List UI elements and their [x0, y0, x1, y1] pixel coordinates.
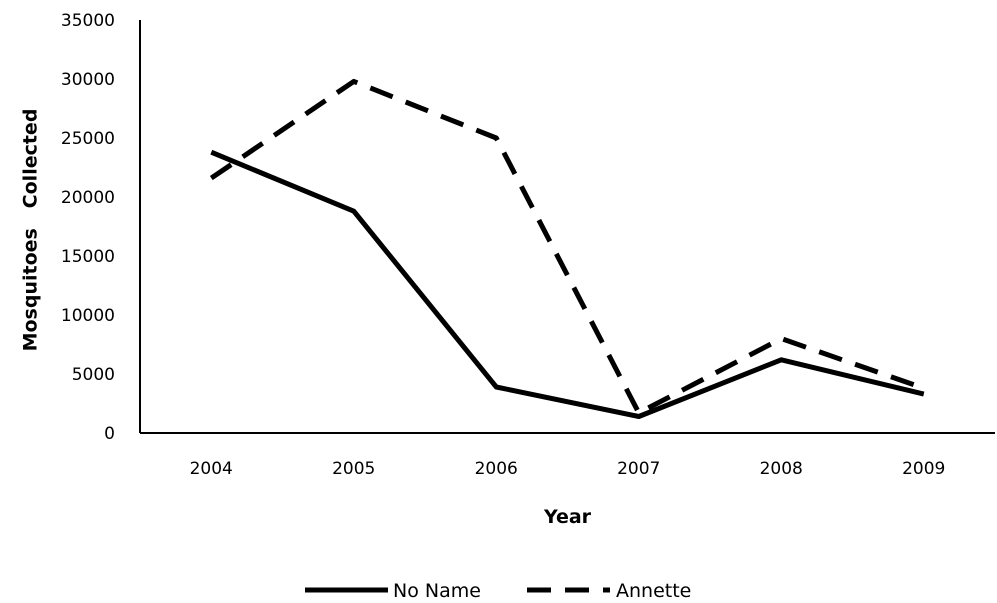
series-line-no-name — [210, 149, 925, 419]
x-tick-label: 2004 — [190, 459, 233, 479]
legend: No Name Annette — [305, 580, 691, 602]
y-tick-label: 30000 — [61, 70, 115, 90]
y-tick-label: 35000 — [61, 11, 115, 31]
x-tick-label: 2007 — [617, 459, 660, 479]
legend-label: Annette — [616, 580, 691, 602]
y-tick-label: 5000 — [72, 365, 115, 385]
x-tick-label: 2005 — [332, 459, 375, 479]
y-tick-label: 0 — [104, 424, 115, 444]
series-line-annette — [209, 78, 925, 416]
series-layer — [209, 78, 925, 419]
x-tick-label: 2006 — [475, 459, 518, 479]
y-tick-label: 10000 — [61, 306, 115, 326]
x-tick-label: 2008 — [760, 459, 803, 479]
y-tick-label: 20000 — [61, 188, 115, 208]
y-tick-label: 25000 — [61, 129, 115, 149]
legend-label: No Name — [393, 580, 481, 602]
x-tick-label: 2009 — [902, 459, 945, 479]
y-tick-label: 15000 — [61, 247, 115, 267]
x-axis-ticks: 2004 2005 2006 2007 2008 2009 — [190, 459, 946, 479]
y-axis-title: Mosquitoes Collected — [20, 109, 42, 352]
y-axis-ticks: 0 5000 10000 15000 20000 25000 30000 35000 — [61, 11, 115, 444]
x-axis-title: Year — [543, 506, 592, 528]
